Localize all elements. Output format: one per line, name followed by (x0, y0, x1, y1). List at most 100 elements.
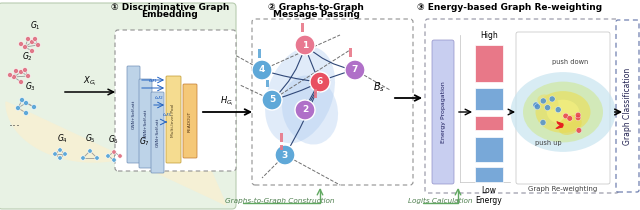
Circle shape (295, 100, 315, 120)
Text: $\omega_3$: $\omega_3$ (162, 111, 172, 119)
Circle shape (262, 90, 282, 110)
Text: push up: push up (534, 140, 561, 146)
FancyBboxPatch shape (616, 20, 639, 192)
Ellipse shape (536, 91, 591, 133)
Circle shape (33, 37, 38, 42)
Circle shape (567, 116, 573, 121)
FancyBboxPatch shape (183, 84, 197, 158)
Circle shape (22, 67, 28, 72)
Bar (475, 167, 503, 175)
Polygon shape (6, 102, 226, 205)
Circle shape (8, 72, 13, 77)
Text: ① Discriminative Graph: ① Discriminative Graph (111, 3, 229, 12)
Text: Graph Classification: Graph Classification (623, 67, 632, 145)
FancyBboxPatch shape (139, 79, 152, 168)
Circle shape (148, 152, 152, 156)
Circle shape (15, 105, 20, 110)
Circle shape (35, 42, 40, 47)
Circle shape (19, 42, 24, 46)
Text: ...: ... (9, 116, 21, 129)
Text: READOUT: READOUT (188, 110, 192, 131)
Text: GNN+Self-att: GNN+Self-att (131, 100, 136, 129)
Text: Logits Calculation: Logits Calculation (408, 198, 472, 204)
Text: $G_1$: $G_1$ (29, 20, 40, 32)
Text: Embedding: Embedding (141, 10, 198, 19)
Circle shape (31, 105, 36, 109)
Circle shape (118, 154, 122, 158)
Circle shape (26, 37, 31, 42)
Text: 1: 1 (302, 41, 308, 50)
Text: Graph Re-weighting: Graph Re-weighting (529, 186, 598, 192)
Ellipse shape (265, 47, 335, 143)
Circle shape (58, 148, 62, 152)
Circle shape (112, 150, 116, 154)
Circle shape (52, 152, 57, 156)
Text: Multi-level Pool: Multi-level Pool (172, 103, 175, 137)
Circle shape (534, 104, 540, 110)
Circle shape (24, 101, 29, 105)
Circle shape (136, 152, 140, 156)
Circle shape (81, 156, 85, 160)
Circle shape (29, 39, 35, 45)
Circle shape (58, 156, 62, 160)
Text: $G_6$: $G_6$ (109, 134, 120, 146)
Text: 2: 2 (302, 105, 308, 114)
Bar (475, 167, 503, 182)
Circle shape (13, 68, 19, 74)
Text: $X_{G_i}$: $X_{G_i}$ (83, 75, 97, 88)
Text: $G_5$: $G_5$ (84, 133, 95, 145)
Text: 4: 4 (259, 66, 265, 75)
Text: $G_7$: $G_7$ (138, 135, 150, 148)
FancyBboxPatch shape (0, 3, 236, 209)
Text: $G_3$: $G_3$ (24, 80, 35, 93)
Circle shape (106, 154, 110, 158)
Text: $G_2$: $G_2$ (22, 50, 33, 63)
Circle shape (88, 149, 92, 153)
Bar (258, 49, 261, 58)
Circle shape (112, 158, 116, 162)
Text: push down: push down (552, 59, 588, 65)
Text: $H_{G_i}$: $H_{G_i}$ (220, 94, 234, 108)
Bar (314, 89, 317, 98)
FancyBboxPatch shape (115, 30, 236, 171)
Circle shape (310, 72, 330, 92)
Circle shape (63, 152, 67, 156)
FancyBboxPatch shape (127, 66, 140, 163)
Text: 3: 3 (282, 151, 288, 160)
Text: Energy: Energy (476, 196, 502, 205)
Circle shape (95, 156, 99, 160)
Ellipse shape (547, 100, 579, 124)
Ellipse shape (538, 94, 559, 110)
Circle shape (19, 97, 24, 102)
Ellipse shape (511, 72, 616, 152)
Ellipse shape (523, 82, 603, 142)
Text: 5: 5 (269, 96, 275, 105)
Text: $B_s$: $B_s$ (373, 80, 385, 94)
Text: High: High (480, 31, 498, 40)
Circle shape (540, 119, 546, 126)
Text: 7: 7 (352, 66, 358, 75)
FancyBboxPatch shape (151, 92, 164, 173)
Bar (301, 23, 304, 32)
Text: $\omega_2$: $\omega_2$ (154, 94, 164, 102)
Circle shape (26, 74, 31, 79)
FancyBboxPatch shape (432, 40, 454, 184)
Text: Graphs-to-Graph Construction: Graphs-to-Graph Construction (225, 198, 335, 204)
Circle shape (19, 80, 24, 84)
FancyBboxPatch shape (166, 76, 181, 163)
Ellipse shape (558, 115, 582, 135)
Text: Energy Propagation: Energy Propagation (440, 81, 445, 143)
Bar (475, 45, 503, 82)
Text: ② Graphs-to-Graph: ② Graphs-to-Graph (268, 3, 364, 12)
Circle shape (19, 70, 24, 75)
Circle shape (549, 96, 555, 102)
Circle shape (545, 105, 550, 111)
Bar (280, 133, 283, 142)
Text: $\omega_1$: $\omega_1$ (148, 77, 158, 85)
Bar (258, 62, 261, 67)
Text: Low: Low (481, 186, 497, 195)
Text: $G_4$: $G_4$ (56, 133, 67, 145)
Text: GNN+Self-att: GNN+Self-att (143, 109, 147, 138)
Bar (349, 48, 352, 57)
Circle shape (556, 107, 561, 113)
